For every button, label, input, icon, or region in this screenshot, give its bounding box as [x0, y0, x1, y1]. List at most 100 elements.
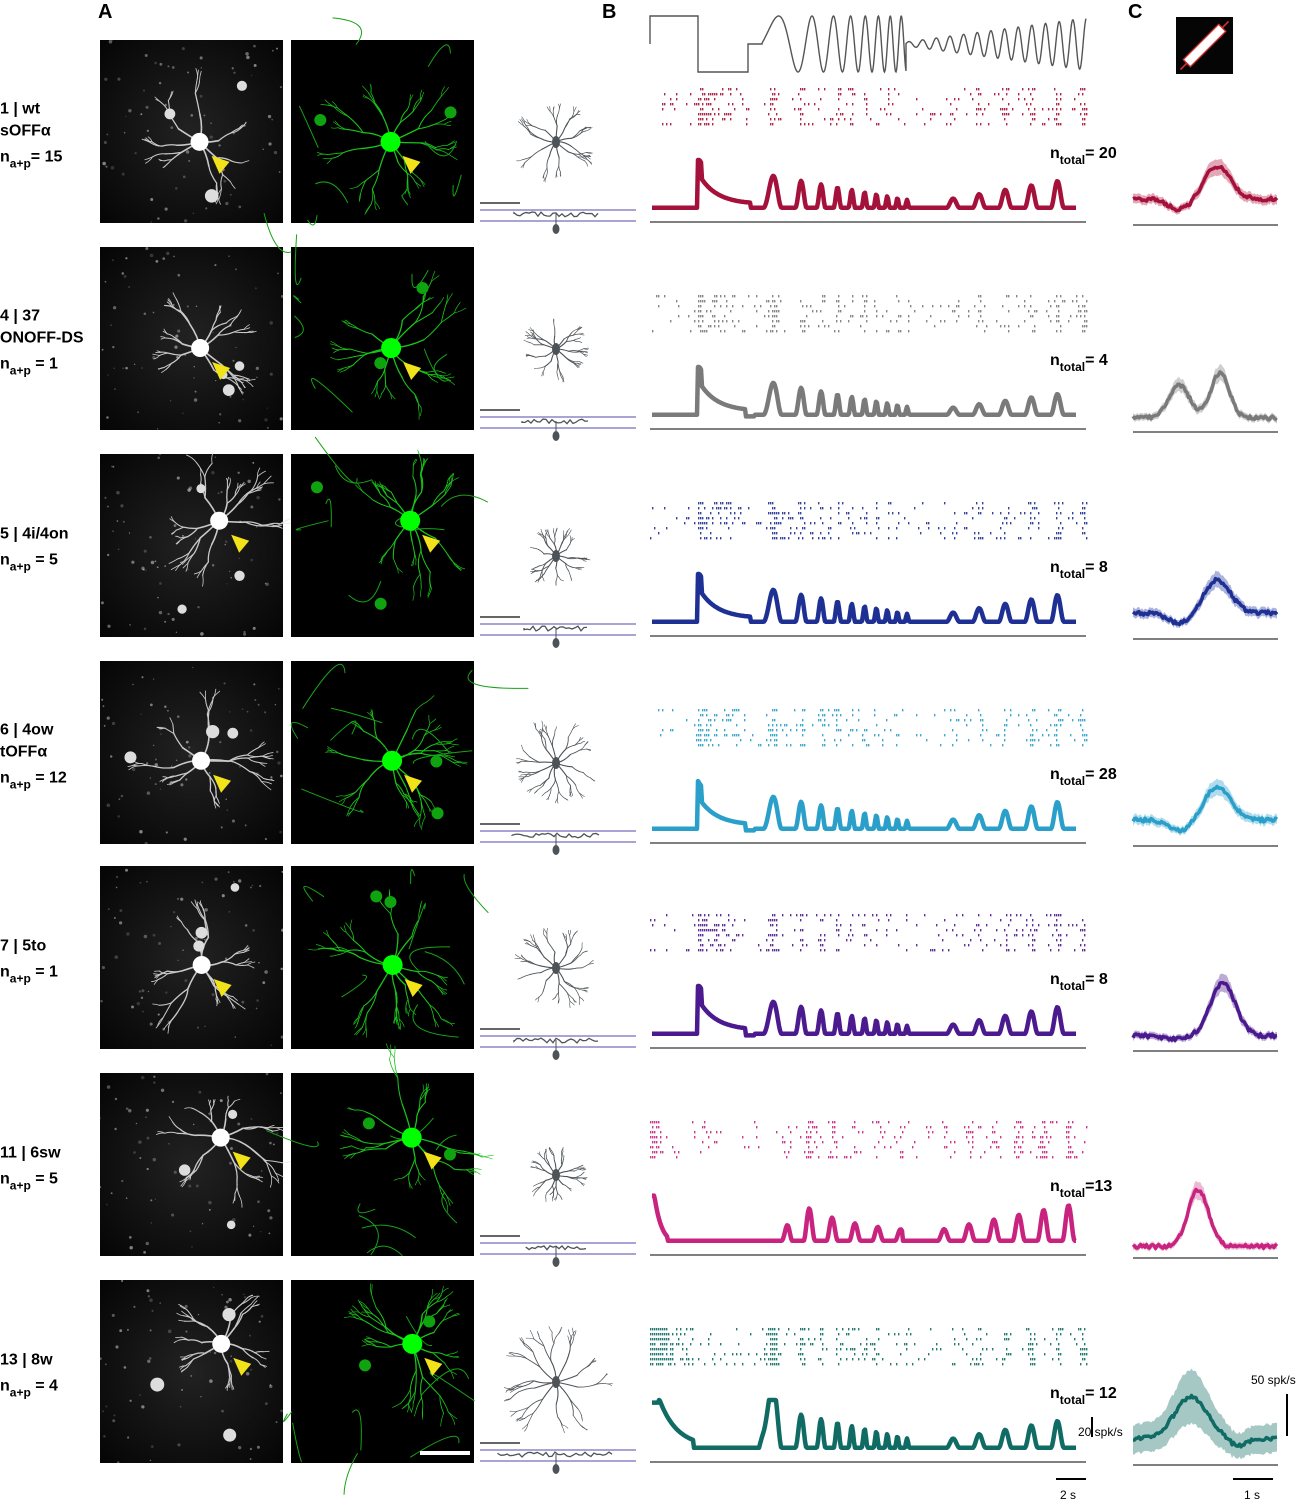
moving-bar-response — [1131, 1180, 1279, 1259]
arrowhead-icon — [231, 534, 250, 553]
two-photon-image — [99, 1072, 292, 1256]
chirp-response-trace — [650, 364, 1086, 430]
n-total-label: ntotal=13 — [1050, 1178, 1112, 1200]
n-total-label: ntotal= 4 — [1050, 352, 1108, 374]
cell-type-name: 11 | 6sw — [0, 1145, 61, 1162]
n-recorded-label: na+p = 5 — [0, 1171, 58, 1193]
arrowhead-icon — [423, 1151, 442, 1170]
morphology-reconstruction — [480, 1326, 636, 1474]
gcamp-image — [283, 1280, 475, 1495]
morphology-reconstruction — [480, 720, 636, 855]
arrowhead-icon — [402, 155, 421, 174]
bar-time-label: 1 s — [1244, 1488, 1260, 1500]
cell-type-name: 1 | wt — [0, 101, 41, 118]
n-recorded-label: na+p= 15 — [0, 149, 62, 171]
chirp-response-trace — [650, 1193, 1086, 1256]
cell-type-row-row6: 6 | 4ow tOFFα na+p = 12 ntotal= 28 — [0, 661, 1279, 855]
spike-raster — [658, 709, 1088, 747]
n-recorded-label: na+p = 4 — [0, 1378, 58, 1400]
moving-bar-response — [1131, 363, 1278, 433]
panel-label-c: C — [1128, 1, 1142, 23]
moving-bar-response — [1131, 570, 1279, 640]
arrowhead-icon — [404, 978, 423, 997]
gcamp-image — [266, 1043, 494, 1257]
chirp-response-trace — [650, 778, 1086, 844]
moving-bar-response — [1131, 778, 1279, 847]
morphology-reconstruction — [480, 318, 636, 441]
moving-bar-response — [1132, 158, 1279, 226]
gcamp-image — [291, 866, 489, 1049]
two-photon-image — [100, 866, 285, 1049]
n-total-label: ntotal= 8 — [1050, 971, 1108, 993]
cell-type-name: 6 | 4ow — [0, 722, 54, 739]
row-label: 6 | 4ow tOFFα na+p = 12 — [0, 722, 67, 792]
gcamp-image — [291, 17, 474, 226]
arrowhead-icon — [424, 1357, 443, 1376]
row-label: 13 | 8w na+p = 4 — [0, 1352, 58, 1400]
spike-raster — [650, 1121, 1088, 1159]
chirp-stimulus — [649, 14, 1087, 74]
arrowhead-icon — [213, 774, 232, 793]
gcamp-image — [263, 212, 474, 430]
cell-type-name: 5 | 4i/4on — [0, 526, 69, 543]
spike-raster — [650, 502, 1088, 540]
arrowhead-icon — [212, 362, 231, 381]
scalebar-bar: 50 spk/s 1 s — [1233, 1373, 1296, 1500]
row-label: 7 | 5to na+p = 1 — [0, 938, 58, 986]
arrowhead-icon — [233, 1357, 252, 1376]
morphology-reconstruction — [480, 103, 636, 234]
cell-type-name: 7 | 5to — [0, 938, 46, 955]
n-total-label: ntotal= 28 — [1050, 766, 1117, 788]
n-total-label: ntotal= 20 — [1050, 145, 1117, 167]
spike-raster — [650, 914, 1086, 952]
gcamp-image — [290, 661, 529, 844]
cell-type-name: sOFFα — [0, 123, 51, 140]
chirp-response-trace — [650, 1397, 1086, 1463]
chirp-response-trace — [650, 571, 1086, 637]
cell-type-name: 13 | 8w — [0, 1352, 53, 1369]
bar-amplitude-label: 50 spk/s — [1251, 1373, 1296, 1387]
cell-type-name: ONOFF-DS — [0, 330, 84, 347]
n-recorded-label: na+p = 12 — [0, 770, 67, 792]
two-photon-image — [100, 661, 283, 846]
cell-type-row-row1: 1 | wt sOFFα na+p= 15 ntotal= 20 — [0, 17, 1279, 234]
chirp-time-label: 2 s — [1060, 1488, 1076, 1500]
two-photon-image — [100, 247, 284, 430]
cell-type-name: 4 | 37 — [0, 308, 40, 325]
row-label: 5 | 4i/4on na+p = 5 — [0, 526, 69, 574]
cell-type-row-row11: 11 | 6sw na+p = 5 ntotal=13 — [0, 1043, 1279, 1267]
two-photon-image — [99, 1279, 283, 1464]
row-label: 11 | 6sw na+p = 5 — [0, 1145, 61, 1193]
chirp-response-trace — [650, 983, 1086, 1049]
arrowhead-icon — [213, 978, 232, 997]
chirp-amplitude-label: 20 spk/s — [1078, 1425, 1123, 1439]
cell-type-name: tOFFα — [0, 744, 47, 761]
two-photon-image — [100, 452, 294, 637]
morphology-reconstruction — [480, 527, 636, 648]
arrowhead-icon — [422, 534, 441, 553]
gcamp-image — [291, 436, 489, 637]
two-photon-image — [100, 39, 283, 223]
morphology-reconstruction — [480, 927, 636, 1060]
morphology-reconstruction — [480, 1146, 636, 1267]
row-label: 4 | 37 ONOFF-DS na+p = 1 — [0, 308, 84, 378]
cell-type-row-row13: 13 | 8w na+p = 4 ntotal= 12 — [0, 1279, 1278, 1495]
cell-type-row-row4: 4 | 37 ONOFF-DS na+p = 1 ntotal= 4 — [0, 212, 1278, 441]
spike-raster — [652, 295, 1088, 333]
n-recorded-label: na+p = 1 — [0, 356, 58, 378]
moving-bar-response — [1132, 1368, 1278, 1466]
scalebar-chirp: 20 spk/s 2 s — [1056, 1417, 1123, 1500]
n-recorded-label: na+p = 1 — [0, 964, 58, 986]
n-total-label: ntotal= 8 — [1050, 559, 1108, 581]
row-label: 1 | wt sOFFα na+p= 15 — [0, 101, 62, 171]
arrowhead-icon — [211, 155, 230, 174]
spike-raster — [662, 88, 1088, 126]
panel-label-a: A — [98, 1, 112, 23]
panel-label-b: B — [602, 1, 616, 23]
moving-bar-response — [1131, 973, 1278, 1052]
arrowhead-icon — [404, 774, 423, 793]
spike-raster — [650, 1328, 1088, 1366]
chirp-response-trace — [650, 157, 1086, 223]
arrowhead-icon — [232, 1151, 251, 1170]
